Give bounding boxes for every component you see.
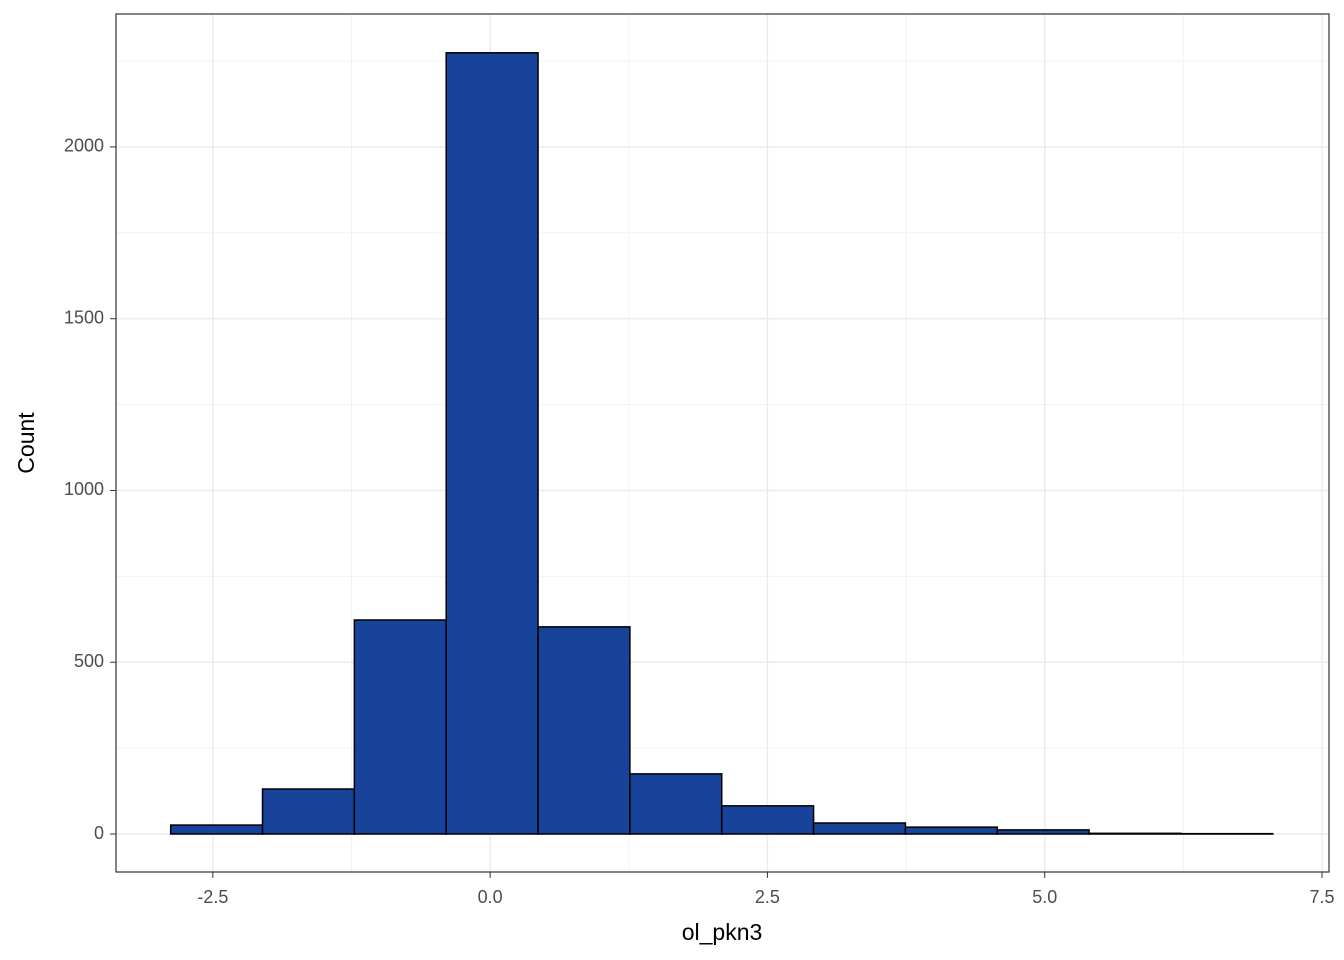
x-axis-title: ol_pkn3: [682, 919, 763, 945]
bar: [996, 829, 1090, 835]
y-tick-label: 2000: [64, 136, 104, 156]
bar: [537, 626, 631, 835]
x-tick-label: 7.5: [1309, 887, 1334, 907]
bar: [629, 773, 723, 835]
y-axis-title: Count: [13, 412, 39, 474]
panel: [116, 14, 1329, 872]
y-tick-label: 1000: [64, 479, 104, 499]
x-tick-label: -2.5: [197, 887, 228, 907]
x-tick-label: 2.5: [755, 887, 780, 907]
bar: [812, 822, 907, 835]
panel-border: [115, 13, 1330, 873]
y-tick-label: 1500: [64, 307, 104, 327]
x-tick-label: 0.0: [478, 887, 503, 907]
bar: [720, 805, 815, 835]
bar: [261, 788, 356, 835]
bar: [169, 824, 264, 835]
bar: [353, 619, 447, 835]
y-tick-label: 0: [94, 823, 104, 843]
y-tick-label: 500: [74, 651, 104, 671]
bar: [1088, 832, 1182, 835]
x-tick-label: 5.0: [1032, 887, 1057, 907]
bar: [445, 52, 539, 835]
bar: [904, 826, 998, 835]
